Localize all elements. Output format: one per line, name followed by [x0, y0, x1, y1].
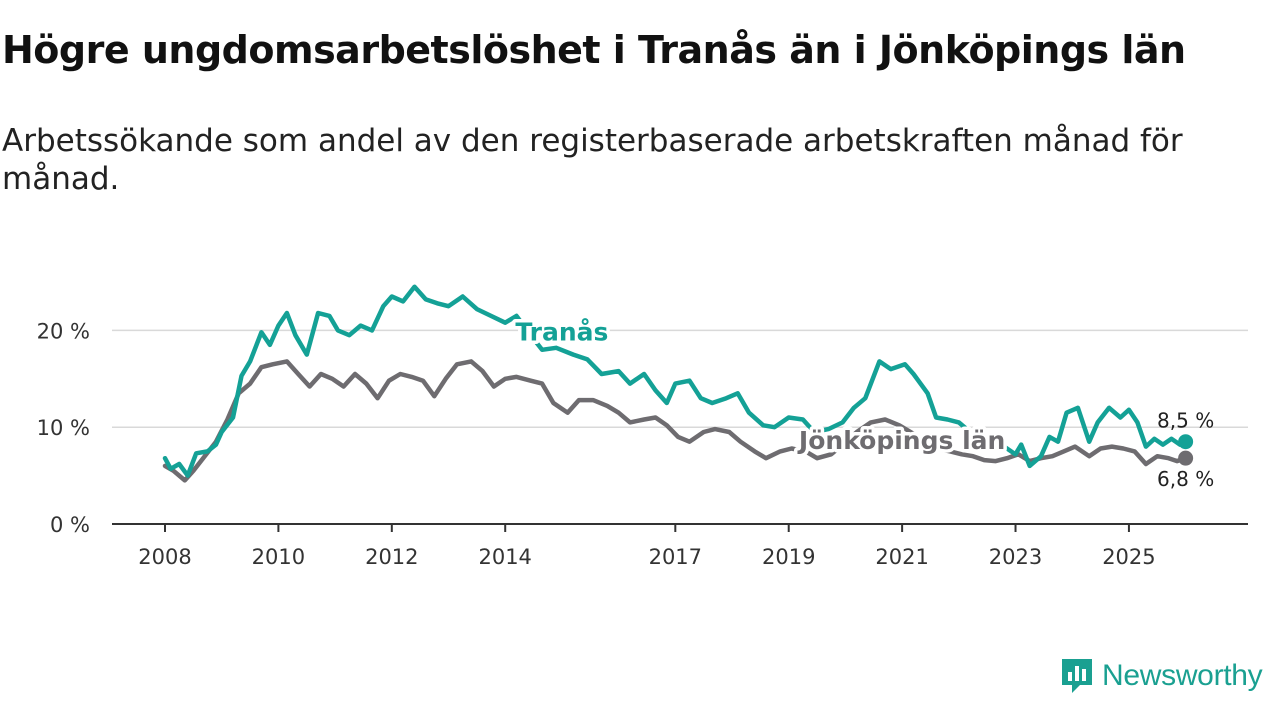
end-point-jonkoping	[1178, 450, 1194, 466]
end-point-tranas	[1178, 434, 1194, 450]
x-tick-label: 2019	[762, 545, 815, 569]
x-tick-label: 2008	[138, 545, 191, 569]
x-tick-label: 2010	[252, 545, 305, 569]
x-tick-label: 2023	[989, 545, 1042, 569]
brand-logo: Newsworthy	[1060, 656, 1263, 696]
page-subtitle: Arbetssökande som andel av den registerb…	[2, 123, 1183, 197]
x-tick-label: 2025	[1102, 545, 1155, 569]
series-layer	[162, 284, 1194, 483]
y-tick-label: 0 %	[50, 513, 90, 537]
x-tick-label: 2017	[649, 545, 702, 569]
y-tick-label: 10 %	[37, 416, 90, 440]
x-tick-label: 2014	[478, 545, 531, 569]
x-tick-label: 2021	[875, 545, 928, 569]
newsworthy-logo-icon	[1062, 659, 1092, 693]
end-label-tranas: 8,5 %	[1157, 409, 1214, 433]
series-line-tranas	[162, 284, 1188, 478]
grid-layer	[112, 329, 1248, 428]
x-tick-label: 2012	[365, 545, 418, 569]
axis-layer: 0 % 10 % 20 % 2008 2010 2012 2014 2017 2019 2021 2…	[37, 319, 1248, 569]
series-label-tranas: Tranås	[515, 317, 608, 346]
label-layer: Tranås Jönköpings län 8,5 % 6,8 %	[512, 314, 1214, 491]
end-label-jonkoping: 6,8 %	[1157, 467, 1214, 491]
page-title: Högre ungdomsarbetslöshet i Tranås än i …	[2, 28, 1186, 72]
y-tick-label: 20 %	[37, 319, 90, 343]
brand-name: Newsworthy	[1102, 659, 1263, 692]
series-label-jonkoping: Jönköpings län	[797, 426, 1005, 455]
